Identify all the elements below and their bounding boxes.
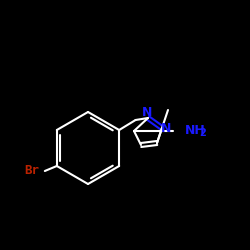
Text: NH: NH [185, 124, 206, 136]
Text: 2: 2 [199, 128, 206, 138]
Text: N: N [142, 106, 152, 118]
Text: N: N [161, 122, 171, 136]
Text: Br: Br [24, 164, 39, 177]
